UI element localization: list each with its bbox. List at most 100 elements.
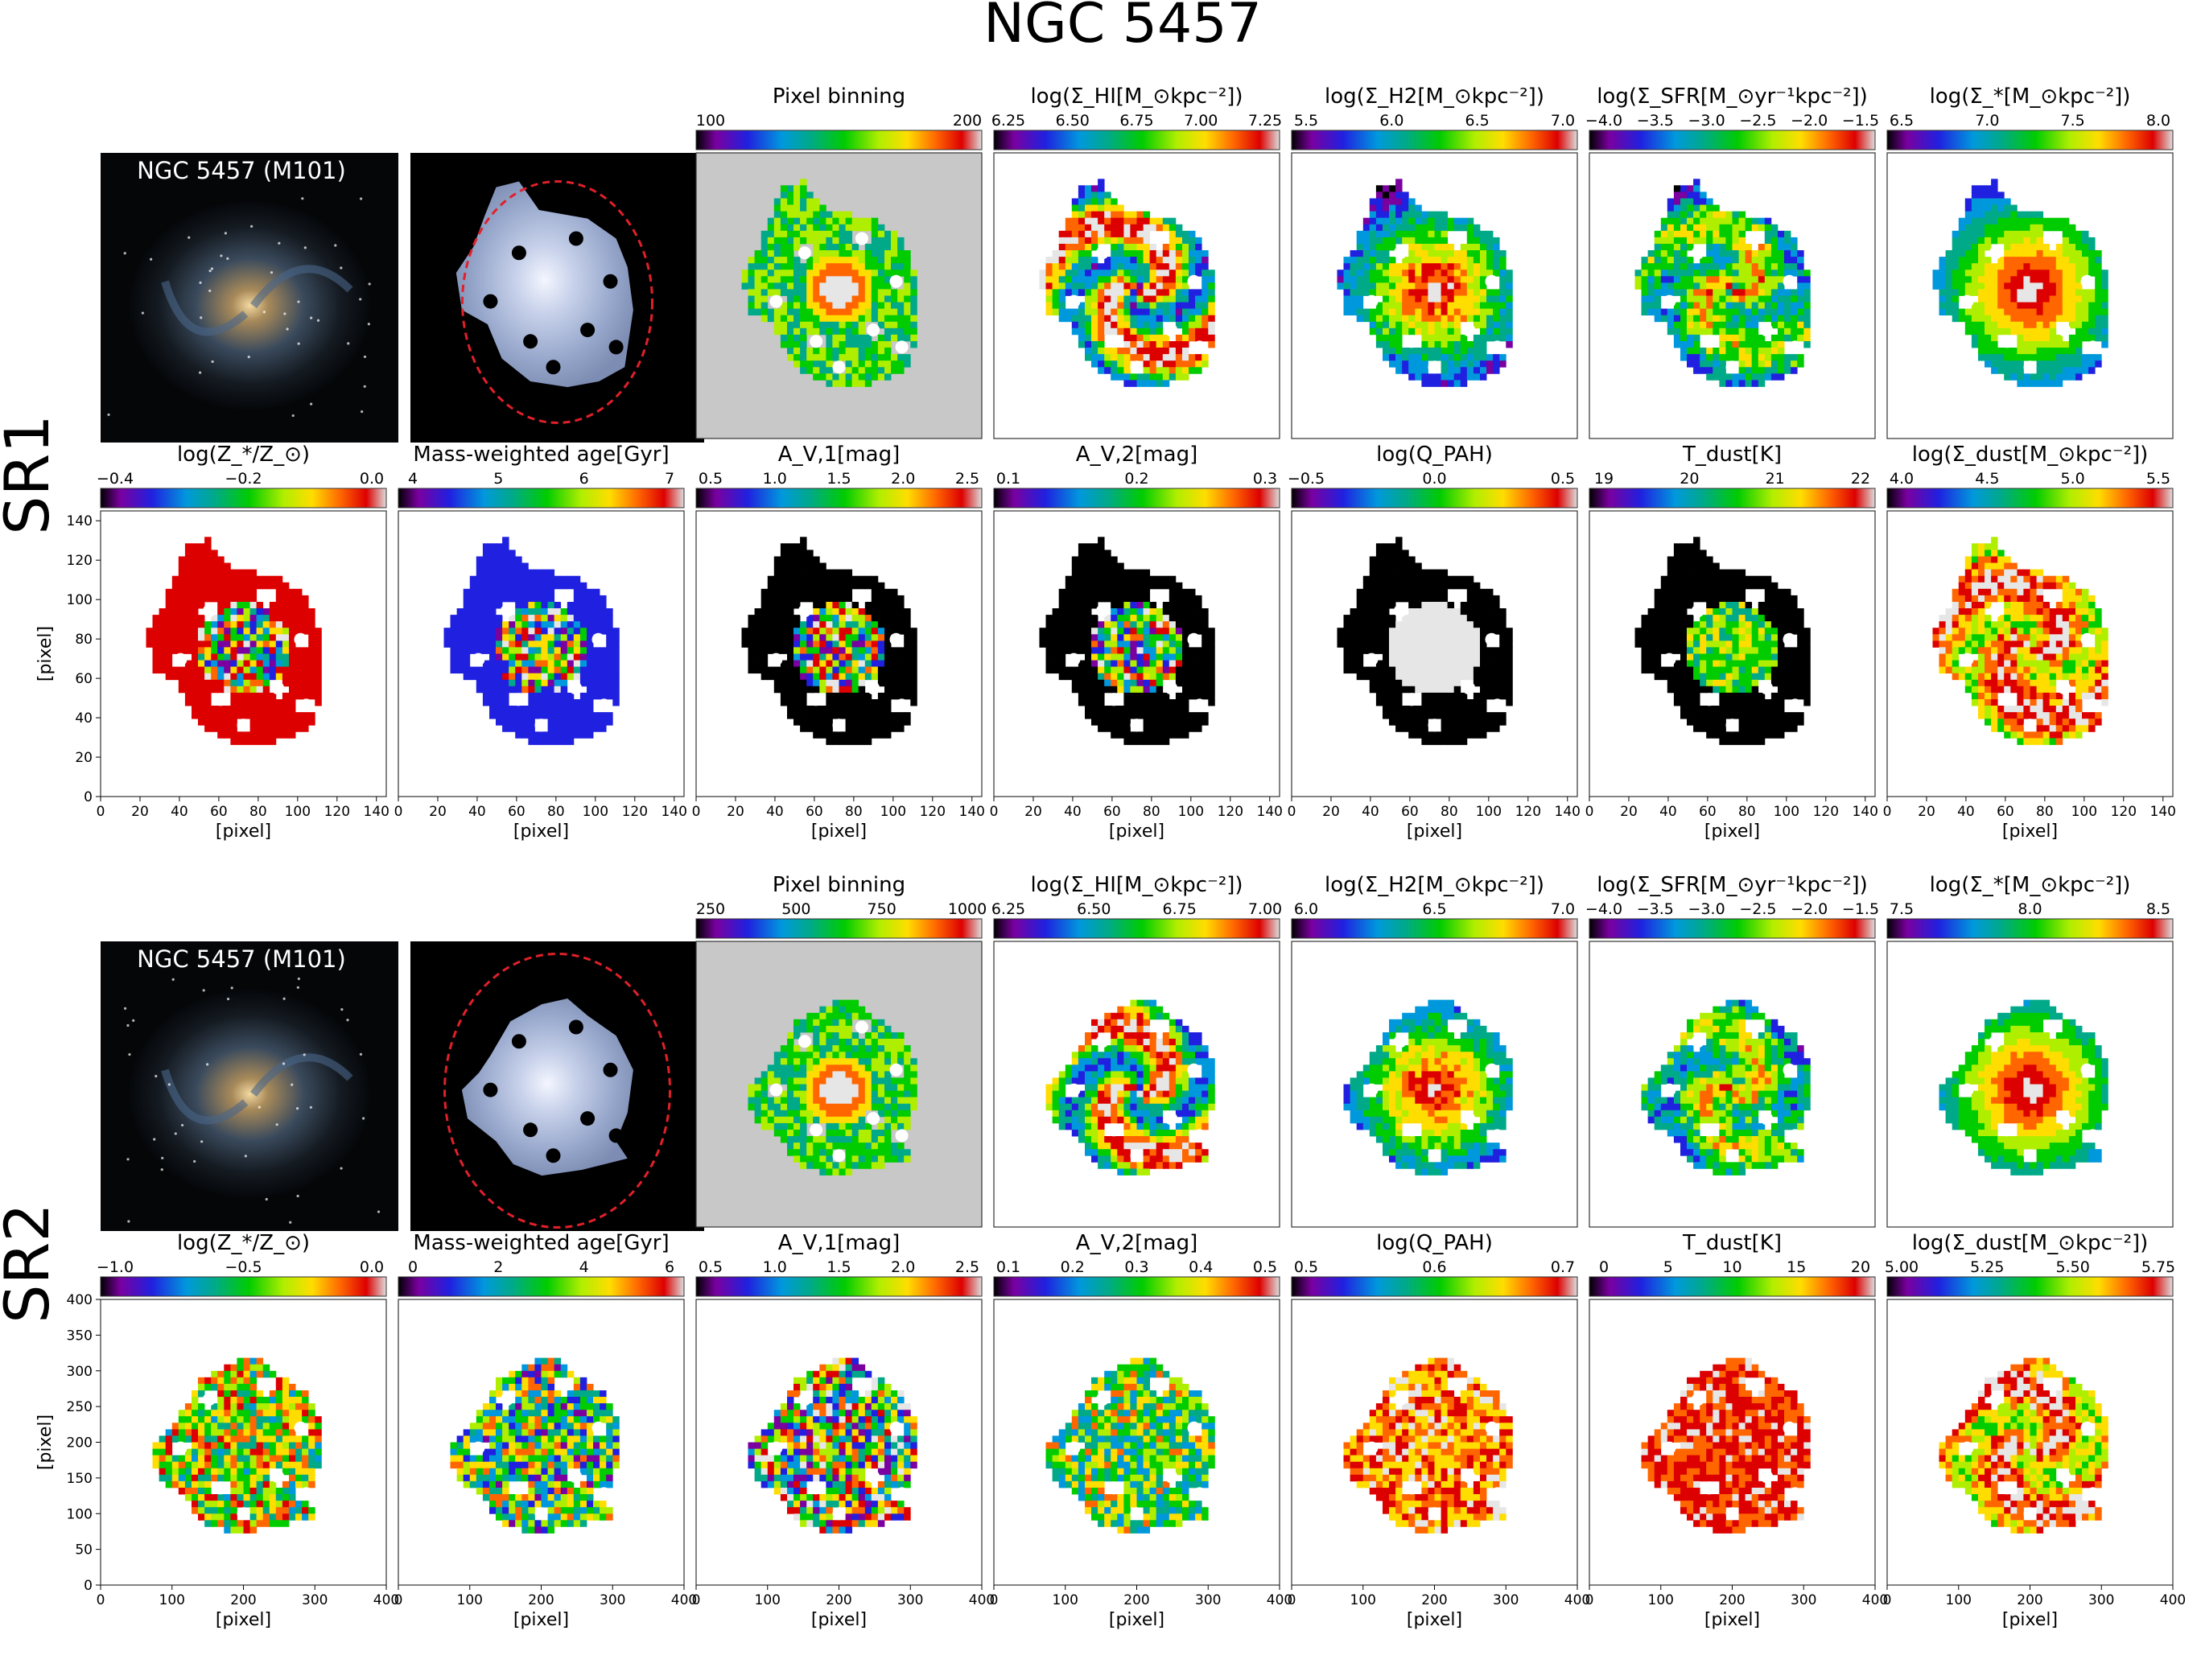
x-axis: 0 100 200 300 400 [pixel] — [1883, 1585, 2186, 1630]
colorbar-tick-label: 0.3 — [1124, 1258, 1148, 1276]
x-tick-label: 100 — [1178, 804, 1204, 820]
masked-star — [1960, 1083, 1974, 1097]
y-tick-label: 80 — [75, 632, 93, 648]
x-tick-label: 40 — [171, 804, 188, 820]
masked-star — [1164, 1470, 1178, 1484]
x-tick-label: 100 — [755, 1592, 781, 1608]
masked-star — [174, 1441, 188, 1455]
y-tick-label: 100 — [67, 1506, 93, 1522]
map-pixels — [748, 1357, 917, 1534]
colorbar-tick-label: 19 — [1594, 470, 1614, 488]
masked-star — [500, 1393, 513, 1406]
masked-star — [202, 604, 216, 618]
masked-star — [1960, 653, 1974, 666]
colorbar — [1589, 130, 1876, 150]
masked-star — [867, 1470, 880, 1484]
colorbar-tick-label: 8.0 — [2146, 112, 2170, 130]
x-tick-label: 20 — [131, 804, 149, 820]
x-tick-label: 0 — [1883, 804, 1892, 820]
colorbar-tick-label: 20 — [1851, 1258, 1870, 1276]
colorbar-tick-label: −3.5 — [1637, 900, 1674, 918]
colorbar — [1589, 918, 1876, 939]
aperture-ellipse — [461, 180, 653, 424]
colorbar-tick-label: 7.5 — [1890, 900, 1914, 918]
masked-star — [769, 653, 783, 666]
masked-star — [591, 1421, 605, 1435]
colorbar-tick-label: 0.5 — [1253, 1258, 1277, 1276]
x-tick-label: 100 — [1648, 1592, 1674, 1608]
masked-star — [472, 1441, 485, 1455]
x-tick-label: 400 — [1862, 1592, 1888, 1608]
colorbar-tick-label: 5.25 — [1970, 1258, 2004, 1276]
masked-star — [546, 360, 561, 375]
x-tick-label: 100 — [1946, 1592, 1972, 1608]
x-tick-label: 80 — [845, 804, 863, 820]
x-axis: 0 20 40 60 80 100 120 140 [pixel] — [692, 797, 985, 842]
panel-bottom-3: A_V,2[mag] 0.1 0.2 0.3 0.4 0.5 0 100 200 300 400 [p… — [990, 1231, 1293, 1630]
colorbar — [1886, 488, 2174, 509]
colorbar-tick-label: 0.5 — [699, 1258, 723, 1276]
x-tick-label: 100 — [1774, 804, 1799, 820]
colorbar-ticks: 5.00 5.25 5.50 5.75 — [1885, 1258, 2175, 1276]
masked-star — [1783, 274, 1796, 288]
masked-star — [1485, 632, 1498, 646]
colorbar-ticks: 4.0 4.5 5.0 5.5 — [1890, 470, 2170, 488]
panel-bottom-5: T_dust[K] 19 20 21 22 0 20 40 60 80 100 120 140 [pixe… — [1585, 443, 1878, 842]
x-tick-label: 140 — [1853, 804, 1878, 820]
x-tick-label: 100 — [1053, 1592, 1078, 1608]
y-tick-label: 140 — [67, 513, 93, 529]
colorbar-ticks: −4.0 −3.5 −3.0 −2.5 −2.0 −1.5 — [1585, 900, 1879, 918]
masked-star — [895, 1487, 909, 1501]
x-axis: 0 20 40 60 80 100 120 140 [pixel] — [97, 797, 390, 842]
colorbar — [993, 130, 1280, 150]
masked-star — [1107, 1481, 1121, 1495]
galaxy-rgb — [129, 200, 371, 410]
colorbar-tick-label: 7 — [665, 470, 674, 488]
masked-star — [798, 1035, 811, 1048]
masked-star — [2080, 274, 2094, 288]
masked-star — [472, 653, 485, 666]
masked-star — [895, 698, 909, 712]
colorbar-tick-label: −4.0 — [1585, 900, 1622, 918]
colorbar — [100, 1276, 387, 1297]
colorbar-tick-label: 7.5 — [2061, 112, 2085, 130]
x-tick-label: 400 — [1564, 1592, 1590, 1608]
masked-star — [1428, 1149, 1441, 1163]
masked-star — [1490, 340, 1504, 354]
colorbar-tick-label: 8.0 — [2018, 900, 2042, 918]
x-tick-label: 120 — [2111, 804, 2137, 820]
panel-bottom-4: log(Q_PAH) 0.5 0.6 0.7 0 100 200 300 400 [pixel] — [1288, 1231, 1591, 1630]
masked-star — [2080, 1421, 2094, 1435]
colorbar-tick-label: −0.5 — [225, 1258, 262, 1276]
masked-star — [895, 1129, 909, 1143]
colorbar — [100, 488, 387, 509]
masked-star — [511, 245, 526, 261]
x-tick-label: 0 — [1288, 1592, 1296, 1608]
colorbar-tick-label: 0.0 — [360, 1258, 384, 1276]
panel-bottom-1: Mass-weighted age[Gyr] 4 5 6 7 0 20 40 60 80 100 12… — [394, 443, 687, 842]
colorbar-title: A_V,2[mag] — [1076, 1231, 1197, 1255]
panel-top-1 — [410, 153, 704, 443]
colorbar-title: Pixel binning — [773, 84, 905, 109]
x-tick-label: 120 — [920, 804, 946, 820]
panel-bottom-6: log(Σ_dust[M_⊙kpc⁻²]) 5.00 5.25 5.50 5.75 0 10… — [1883, 1231, 2187, 1630]
x-tick-label: 200 — [826, 1592, 851, 1608]
x-tick-label: 0 — [1883, 1592, 1892, 1608]
image-label: NGC 5457 (M101) — [137, 945, 346, 973]
x-tick-label: 0 — [97, 1592, 105, 1608]
masked-star — [534, 1507, 548, 1521]
masked-star — [1760, 1470, 1774, 1484]
masked-star — [2086, 698, 2100, 712]
x-tick-label: 100 — [457, 1592, 483, 1608]
x-axis-label: [pixel] — [1407, 821, 1462, 842]
masked-star — [1365, 294, 1379, 308]
masked-star — [1193, 1487, 1206, 1501]
masked-star — [523, 1122, 538, 1138]
masked-star — [769, 294, 783, 308]
y-tick-label: 50 — [75, 1542, 93, 1559]
masked-star — [1164, 681, 1178, 695]
masked-star — [1788, 340, 1802, 354]
x-tick-label: 120 — [622, 804, 648, 820]
y-tick-label: 150 — [67, 1471, 93, 1487]
